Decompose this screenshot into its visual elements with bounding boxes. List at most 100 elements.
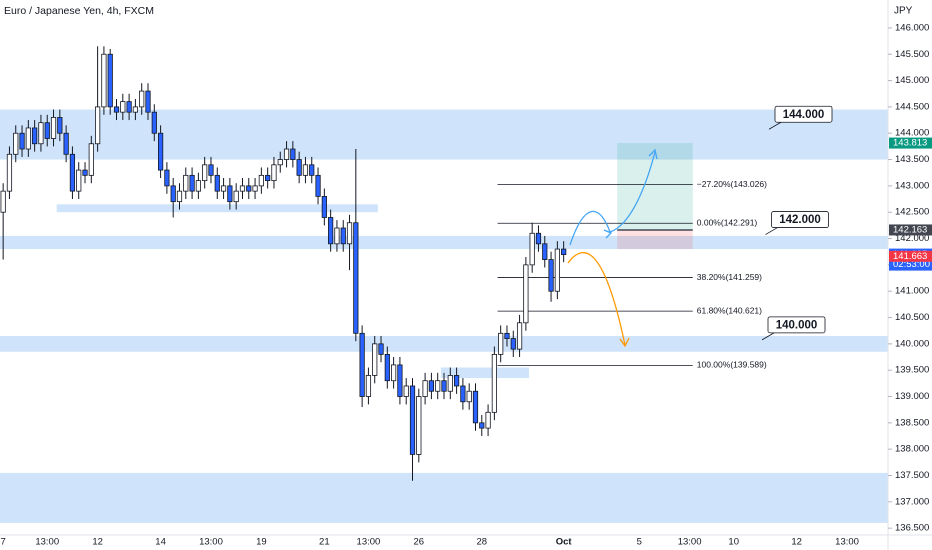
callout-pointer	[765, 227, 778, 235]
x-tick-label: 12	[92, 537, 103, 548]
candle-body	[365, 375, 372, 397]
candle-body	[63, 132, 69, 155]
candle-body	[416, 396, 422, 455]
candle-body	[120, 101, 126, 113]
candle-body	[88, 143, 94, 176]
candle-body	[309, 164, 315, 176]
candle-body	[208, 164, 214, 176]
zone	[0, 109, 888, 160]
x-tick-label: 13:00	[678, 537, 702, 548]
candle-body	[328, 217, 334, 245]
y-tick-label: 145.000	[895, 75, 929, 86]
zone	[56, 204, 378, 213]
candle-body	[542, 243, 548, 261]
candle-body	[460, 385, 466, 403]
axis-unit: JPY	[894, 6, 913, 17]
candle-body	[227, 185, 233, 203]
candle-body	[220, 185, 227, 192]
candle-body	[315, 174, 321, 197]
candle-body	[283, 148, 290, 160]
candle-body	[176, 190, 183, 203]
candle-body	[302, 164, 309, 176]
price-label-box	[889, 224, 932, 236]
candle-body	[95, 106, 101, 145]
candle-body	[334, 227, 340, 245]
candle-body	[321, 196, 327, 218]
y-tick-label: 141.000	[895, 286, 929, 297]
y-tick-label: 145.500	[895, 49, 929, 60]
price-label: 141.663	[893, 251, 927, 262]
candle-body	[57, 117, 63, 134]
x-tick-label: 5	[637, 537, 642, 548]
candle-body	[76, 169, 82, 192]
candle-body	[378, 343, 384, 355]
candle-body	[132, 106, 139, 113]
candle-body	[491, 353, 497, 413]
y-tick-label: 144.000	[895, 128, 929, 139]
candle-body	[38, 122, 44, 145]
callout-box	[774, 105, 833, 123]
candle-body	[498, 332, 504, 355]
price-label: 143.813	[893, 138, 927, 149]
y-tick-label: 136.500	[895, 523, 929, 534]
x-tick-label: 13:00	[35, 537, 59, 548]
candle-body	[466, 390, 472, 403]
candle-body	[271, 164, 277, 182]
candle-body	[258, 174, 264, 187]
candle-body	[435, 380, 441, 392]
fib-label: 0.00%(142.291)	[697, 217, 758, 227]
candle-body	[69, 153, 76, 192]
plot: −27.20%(143.026) 0.00%(142.291) 38.20%(141…	[0, 46, 888, 523]
callout-label: 140.000	[776, 319, 818, 331]
callout-pointer	[761, 332, 775, 341]
x-tick-label: 19	[256, 537, 267, 548]
candle-body	[409, 385, 416, 455]
candle-body	[548, 259, 554, 292]
candle-body	[340, 227, 346, 245]
x-tick-label: 10	[728, 537, 739, 548]
candle-body	[195, 180, 201, 192]
y-tick-label: 139.500	[895, 365, 929, 376]
candle-body	[19, 132, 25, 150]
candle-body	[25, 127, 31, 150]
arrow-head	[648, 148, 658, 160]
candle-body	[233, 190, 239, 203]
candle-body	[384, 353, 390, 382]
candle-body	[397, 364, 403, 397]
candle-body	[214, 174, 220, 192]
candle-body	[472, 390, 479, 424]
candle-body	[535, 232, 542, 245]
arrow-head	[619, 337, 630, 348]
candle-body	[561, 248, 567, 255]
candle-body	[422, 380, 428, 397]
candle-body	[403, 385, 409, 397]
blue-arrow	[569, 210, 611, 246]
candle-body	[44, 122, 50, 139]
zone	[0, 235, 888, 250]
price-label-sub: 02:53:00	[893, 259, 930, 270]
zone	[0, 472, 888, 523]
candle-body	[391, 364, 397, 382]
y-tick-label: 139.000	[895, 391, 929, 402]
chart-title: Euro / Japanese Yen, 4h, FXCM	[4, 5, 154, 17]
candle-body	[6, 153, 13, 192]
arrow-head	[603, 229, 613, 239]
candle-body	[265, 174, 271, 182]
candle-body	[453, 375, 460, 387]
price-label-box	[889, 137, 932, 149]
x-tick-label: 26	[414, 537, 425, 548]
candle-body	[359, 332, 365, 397]
candle-body	[0, 190, 6, 213]
y-tick-label: 142.000	[895, 233, 929, 244]
candle-body	[510, 338, 516, 350]
fib-label: 100.00%(139.589)	[697, 360, 767, 370]
price-label-box	[889, 250, 932, 262]
candle-body	[113, 106, 120, 113]
x-tick-label: 14	[155, 537, 166, 548]
candle-body	[13, 132, 19, 155]
callout-label: 144.000	[783, 109, 825, 121]
y-tick-label: 137.000	[895, 496, 929, 507]
candle-body	[485, 411, 491, 429]
candle-body	[516, 322, 523, 350]
y-tick-label: 140.000	[895, 338, 929, 349]
